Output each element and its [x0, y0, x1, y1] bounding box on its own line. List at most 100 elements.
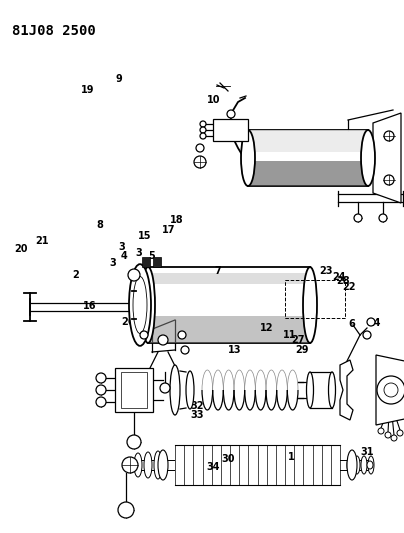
Polygon shape — [376, 355, 404, 425]
Text: 27: 27 — [291, 335, 305, 345]
Circle shape — [377, 376, 404, 404]
Ellipse shape — [347, 450, 357, 480]
Ellipse shape — [307, 372, 314, 408]
Text: 19: 19 — [80, 85, 94, 94]
Text: 30: 30 — [221, 455, 235, 464]
Text: 26: 26 — [122, 317, 135, 327]
Ellipse shape — [186, 371, 194, 409]
Text: 2: 2 — [73, 270, 79, 280]
Text: 3: 3 — [136, 248, 142, 257]
Ellipse shape — [170, 365, 180, 415]
Polygon shape — [248, 130, 368, 152]
Ellipse shape — [241, 130, 255, 186]
Bar — [153, 257, 161, 267]
Text: 32: 32 — [190, 401, 204, 411]
Text: 8: 8 — [97, 220, 104, 230]
Circle shape — [158, 335, 168, 345]
Text: 10: 10 — [207, 95, 221, 105]
Bar — [121, 372, 147, 408]
Circle shape — [384, 383, 398, 397]
Ellipse shape — [141, 267, 155, 343]
Circle shape — [196, 144, 204, 152]
Circle shape — [354, 214, 362, 222]
Ellipse shape — [361, 456, 367, 474]
Ellipse shape — [134, 453, 142, 477]
Text: 15: 15 — [138, 231, 152, 240]
Polygon shape — [148, 317, 310, 343]
Polygon shape — [248, 161, 368, 186]
Circle shape — [194, 156, 206, 168]
Circle shape — [200, 133, 206, 139]
Text: 3: 3 — [110, 259, 116, 268]
Ellipse shape — [367, 461, 373, 469]
Circle shape — [200, 121, 206, 127]
Circle shape — [140, 331, 148, 339]
Circle shape — [379, 214, 387, 222]
Text: 23: 23 — [320, 266, 333, 276]
Bar — [213, 119, 248, 141]
Circle shape — [391, 435, 397, 441]
Circle shape — [96, 373, 106, 383]
Bar — [175, 445, 340, 485]
Ellipse shape — [361, 130, 375, 186]
Polygon shape — [310, 372, 332, 408]
Polygon shape — [340, 360, 353, 420]
Text: 4: 4 — [121, 251, 128, 261]
Polygon shape — [248, 130, 368, 186]
Text: 12: 12 — [260, 324, 274, 333]
Text: 11: 11 — [283, 330, 297, 340]
Text: 9: 9 — [116, 74, 122, 84]
Text: 35: 35 — [380, 410, 394, 419]
Circle shape — [96, 397, 106, 407]
Text: 28: 28 — [336, 277, 349, 286]
Text: 16: 16 — [83, 301, 97, 311]
Circle shape — [127, 435, 141, 449]
Circle shape — [128, 269, 140, 281]
Circle shape — [397, 430, 403, 436]
Circle shape — [160, 383, 170, 393]
Ellipse shape — [347, 456, 353, 474]
Text: 7: 7 — [214, 266, 221, 276]
Polygon shape — [373, 113, 401, 203]
Ellipse shape — [354, 456, 360, 474]
Bar — [142, 257, 150, 267]
Text: 22: 22 — [343, 282, 356, 292]
Circle shape — [363, 331, 371, 339]
Text: 17: 17 — [162, 225, 176, 235]
Text: 33: 33 — [190, 410, 204, 419]
Ellipse shape — [328, 372, 335, 408]
Circle shape — [378, 428, 384, 434]
Text: 25: 25 — [135, 312, 149, 321]
Text: 29: 29 — [295, 345, 309, 354]
Text: 21: 21 — [35, 236, 49, 246]
Ellipse shape — [368, 456, 374, 474]
Text: 1: 1 — [288, 453, 294, 462]
Ellipse shape — [154, 451, 162, 479]
Circle shape — [385, 432, 391, 438]
Ellipse shape — [144, 452, 152, 478]
Ellipse shape — [129, 264, 151, 346]
Ellipse shape — [303, 267, 317, 343]
Bar — [285, 280, 345, 318]
Circle shape — [181, 346, 189, 354]
Circle shape — [178, 331, 186, 339]
Circle shape — [122, 457, 138, 473]
Text: 6: 6 — [348, 319, 355, 329]
Circle shape — [384, 175, 394, 185]
Ellipse shape — [124, 460, 132, 470]
Polygon shape — [148, 273, 310, 284]
Text: 31: 31 — [360, 447, 374, 457]
Ellipse shape — [158, 450, 168, 480]
Circle shape — [367, 318, 375, 326]
Circle shape — [227, 110, 235, 118]
Circle shape — [96, 385, 106, 395]
Circle shape — [200, 127, 206, 133]
Text: 5: 5 — [148, 251, 155, 261]
Text: 3: 3 — [119, 243, 125, 252]
Circle shape — [118, 502, 134, 518]
Text: 14: 14 — [368, 318, 382, 328]
Bar — [115, 368, 153, 412]
Text: 24: 24 — [332, 272, 345, 282]
Circle shape — [384, 131, 394, 141]
Text: 20: 20 — [14, 245, 28, 254]
